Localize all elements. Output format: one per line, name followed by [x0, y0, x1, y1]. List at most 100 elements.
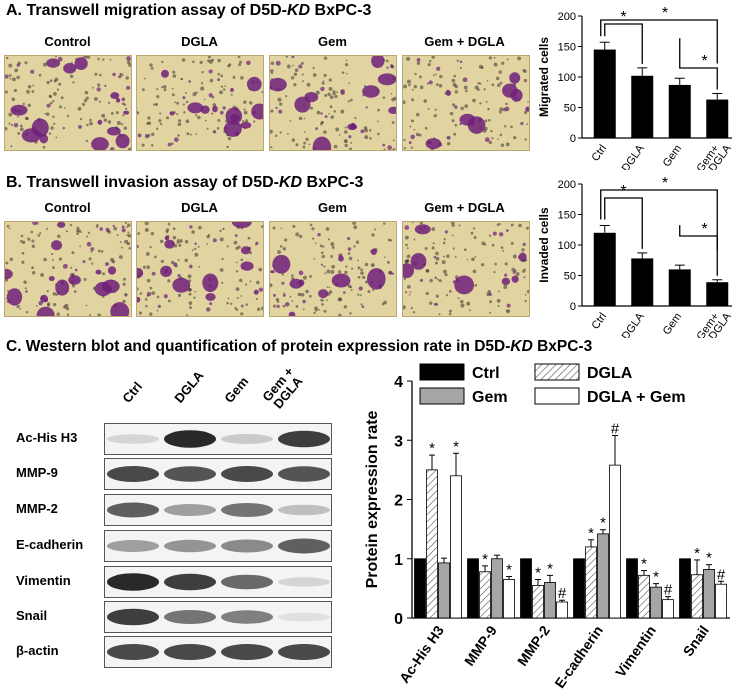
- pore-dot: [286, 64, 291, 69]
- cell-blob: [253, 289, 259, 295]
- blot-band: [221, 466, 273, 482]
- cell-dot: [428, 80, 433, 85]
- pore-dot: [52, 292, 57, 296]
- pore-dot: [9, 77, 12, 80]
- significance-mark: *: [701, 53, 707, 70]
- section-a-title: A. Transwell migration assay of D5D-KD B…: [6, 2, 371, 20]
- pore-dot: [241, 120, 245, 123]
- y-tick-label: 150: [558, 42, 576, 54]
- pore-dot: [69, 223, 73, 227]
- pore-dot: [45, 112, 50, 116]
- pore-dot: [323, 56, 328, 60]
- pore-dot: [128, 63, 131, 67]
- cell-dot: [403, 277, 407, 280]
- blot-band: [278, 577, 330, 587]
- pore-dot: [518, 223, 522, 228]
- pore-dot: [160, 259, 165, 264]
- pore-dot: [377, 108, 381, 112]
- pore-dot: [512, 254, 517, 259]
- pore-dot: [451, 223, 455, 227]
- pore-dot: [270, 129, 273, 134]
- pore-dot: [177, 122, 182, 127]
- cell-dot: [219, 110, 224, 115]
- pore-dot: [95, 224, 99, 227]
- pore-dot: [330, 255, 334, 258]
- pore-dot: [182, 103, 185, 106]
- pore-dot: [102, 272, 106, 276]
- pore-dot: [333, 110, 336, 113]
- pore-dot: [471, 257, 475, 262]
- pore-dot: [191, 230, 195, 234]
- x-tick-label: Vimentin: [612, 623, 659, 680]
- pore-dot: [176, 240, 180, 244]
- section-b-title: B. Transwell invasion assay of D5D-KD Bx…: [6, 174, 363, 192]
- pore-dot: [383, 222, 386, 225]
- cell-dot: [315, 127, 318, 131]
- pore-dot: [221, 281, 224, 284]
- pore-dot: [26, 89, 30, 94]
- cell-dot: [99, 227, 104, 231]
- blot-strip: [104, 636, 332, 668]
- pore-dot: [97, 249, 101, 253]
- pore-dot: [5, 90, 9, 94]
- pore-dot: [338, 134, 341, 136]
- pore-dot: [292, 64, 294, 67]
- pore-dot: [124, 239, 129, 244]
- pore-dot: [217, 72, 221, 76]
- pore-dot: [323, 265, 326, 268]
- significance-mark: #: [558, 585, 567, 602]
- pore-dot: [293, 83, 297, 87]
- pore-dot: [156, 295, 160, 299]
- pore-dot: [237, 56, 241, 59]
- pore-dot: [191, 249, 194, 252]
- cell-dot: [38, 300, 43, 306]
- pore-dot: [320, 251, 324, 255]
- blot-strip-image: [107, 430, 330, 448]
- blot-band: [107, 434, 159, 444]
- pore-dot: [97, 83, 101, 87]
- pore-dot: [327, 92, 331, 96]
- cell-blob: [467, 116, 486, 134]
- pore-dot: [314, 242, 317, 245]
- pore-dot: [306, 82, 311, 87]
- pore-dot: [240, 295, 243, 297]
- pore-dot: [510, 125, 513, 129]
- pore-dot: [5, 261, 9, 265]
- cell-dot: [182, 96, 186, 100]
- pore-dot: [454, 123, 458, 127]
- pore-dot: [349, 98, 353, 102]
- blot-band: [164, 573, 216, 591]
- pore-dot: [216, 127, 220, 130]
- pore-dot: [219, 237, 224, 242]
- cell-dot: [410, 134, 415, 140]
- pore-dot: [145, 304, 148, 308]
- pore-dot: [349, 285, 353, 289]
- blot-band: [164, 504, 216, 516]
- pore-dot: [9, 257, 13, 262]
- pore-dot: [349, 147, 352, 150]
- pore-dot: [353, 245, 356, 248]
- bar: [414, 558, 426, 619]
- significance-bracket: [604, 23, 643, 64]
- pore-dot: [44, 112, 47, 115]
- bar: [491, 558, 503, 619]
- cell-blob: [110, 302, 130, 316]
- pore-dot: [403, 100, 406, 105]
- pore-dot: [451, 234, 454, 237]
- cell-dot: [163, 294, 168, 299]
- cell-dot: [433, 255, 437, 259]
- pore-dot: [424, 246, 428, 250]
- y-axis-label: Migrated cells: [537, 37, 551, 117]
- bar: [585, 546, 597, 619]
- pore-dot: [53, 122, 56, 125]
- pore-dot: [149, 286, 153, 290]
- cell-blob: [246, 76, 262, 92]
- cell-blob: [511, 275, 519, 283]
- blot-band: [278, 430, 330, 448]
- cell-blob: [106, 126, 121, 136]
- pore-dot: [412, 310, 416, 314]
- pore-dot: [141, 143, 145, 147]
- pore-dot: [484, 119, 488, 123]
- pore-dot: [490, 130, 493, 133]
